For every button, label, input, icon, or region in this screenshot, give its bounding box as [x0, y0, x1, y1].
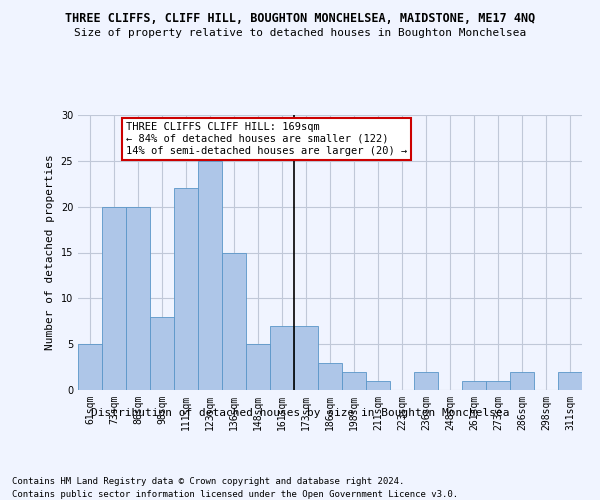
Bar — [510, 372, 534, 390]
Text: Distribution of detached houses by size in Boughton Monchelsea: Distribution of detached houses by size … — [91, 408, 509, 418]
Bar — [294, 326, 318, 390]
Text: Contains HM Land Registry data © Crown copyright and database right 2024.: Contains HM Land Registry data © Crown c… — [12, 478, 404, 486]
Text: THREE CLIFFS, CLIFF HILL, BOUGHTON MONCHELSEA, MAIDSTONE, ME17 4NQ: THREE CLIFFS, CLIFF HILL, BOUGHTON MONCH… — [65, 12, 535, 26]
Bar — [486, 381, 510, 390]
Bar — [558, 372, 582, 390]
Bar — [198, 161, 222, 390]
Text: Contains public sector information licensed under the Open Government Licence v3: Contains public sector information licen… — [12, 490, 458, 499]
Bar — [318, 362, 342, 390]
Bar — [222, 252, 246, 390]
Text: Size of property relative to detached houses in Boughton Monchelsea: Size of property relative to detached ho… — [74, 28, 526, 38]
Bar — [342, 372, 366, 390]
Bar — [462, 381, 486, 390]
Bar — [78, 344, 102, 390]
Bar — [174, 188, 198, 390]
Bar — [102, 206, 126, 390]
Bar — [270, 326, 294, 390]
Text: THREE CLIFFS CLIFF HILL: 169sqm
← 84% of detached houses are smaller (122)
14% o: THREE CLIFFS CLIFF HILL: 169sqm ← 84% of… — [126, 122, 407, 156]
Bar — [246, 344, 270, 390]
Bar — [414, 372, 438, 390]
Y-axis label: Number of detached properties: Number of detached properties — [45, 154, 55, 350]
Bar — [126, 206, 150, 390]
Bar — [150, 316, 174, 390]
Bar — [366, 381, 390, 390]
